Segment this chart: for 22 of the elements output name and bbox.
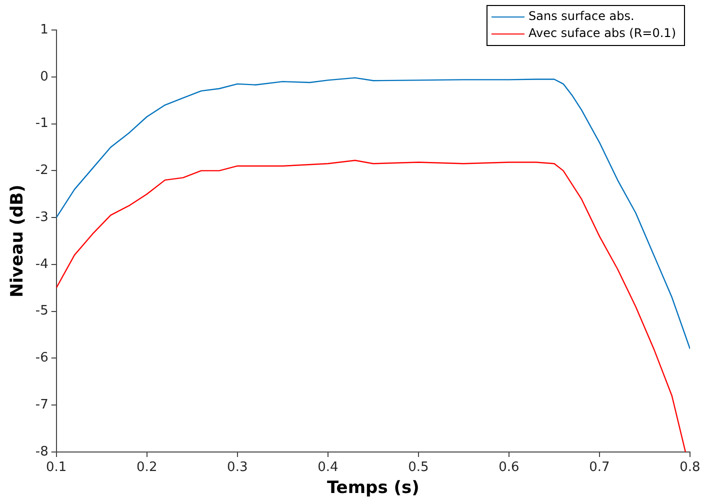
x-tick-label: 0.5 — [408, 460, 429, 476]
y-tick-label: -5 — [35, 304, 48, 319]
y-tick-label: -6 — [35, 350, 48, 366]
x-tick-label: 0.6 — [498, 460, 520, 476]
x-axis-title: Temps (s) — [326, 478, 420, 498]
y-tick-label: -2 — [35, 163, 48, 178]
legend-label: Avec suface abs (R=0.1) — [528, 26, 676, 40]
x-tick-label: 0.4 — [318, 460, 338, 476]
y-tick-label: -1 — [35, 116, 48, 132]
legend-label: Sans surface abs. — [528, 9, 634, 24]
x-tick-label: 0.2 — [136, 460, 158, 476]
y-tick-label: -4 — [35, 256, 48, 272]
x-tick-label: 0.7 — [589, 460, 610, 476]
y-tick-label: 0 — [40, 69, 48, 84]
x-tick-label: 0.8 — [680, 460, 700, 476]
y-tick-label: -7 — [35, 397, 48, 412]
y-tick-label: -3 — [35, 210, 48, 225]
x-tick-label: 0.1 — [46, 460, 67, 476]
y-tick-label: -8 — [35, 444, 48, 460]
y-axis-title: Niveau (dB) — [8, 184, 28, 298]
x-tick-label: 0.3 — [227, 460, 248, 476]
y-tick-label: 1 — [40, 22, 48, 38]
